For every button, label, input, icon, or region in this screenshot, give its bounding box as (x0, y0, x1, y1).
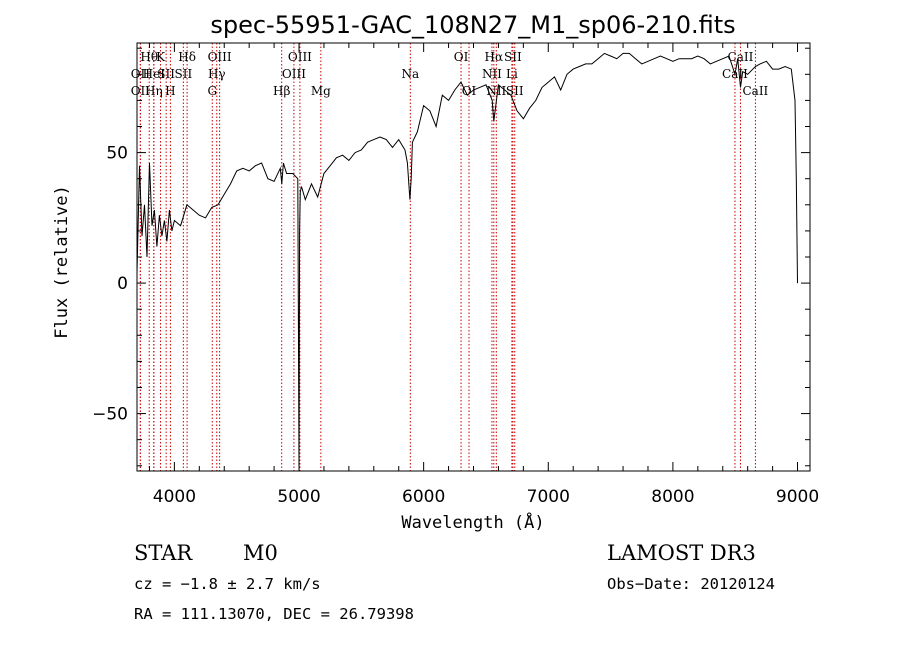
spectral-line-label: SII (506, 84, 524, 98)
spectral-line-label: CaII (742, 84, 768, 98)
observation-date: Obs−Date: 20120124 (607, 575, 775, 593)
chart-title: spec-55951-GAC_108N27_M1_sp06-210.fits (210, 11, 735, 39)
survey-name: LAMOST DR3 (607, 541, 756, 565)
x-tick-label: 7000 (527, 487, 570, 507)
spectral-line-label: SII (504, 50, 522, 64)
y-tick-label: 0 (117, 274, 128, 294)
spectral-line-label: Hδ (178, 50, 196, 64)
spectral-line-label: HeI (143, 67, 166, 81)
object-subclass: M0 (243, 541, 278, 565)
spectral-line-label: K (156, 50, 166, 64)
spectral-line-label: OII (131, 84, 151, 98)
spectral-line-label: NII (486, 84, 506, 98)
spectral-line-label: Hα (485, 50, 504, 64)
spectral-line-label: Hβ (273, 84, 290, 98)
spectral-line-label: CaII (722, 67, 748, 81)
spectral-line-label: G (207, 84, 217, 98)
spectral-line-label: OII (131, 67, 151, 81)
spectral-line-label: SII (157, 67, 175, 81)
x-tick-label: 5000 (277, 487, 320, 507)
object-class: STAR (134, 541, 193, 565)
x-tick-label: 8000 (651, 487, 694, 507)
spectral-line-label: OIII (208, 50, 232, 64)
spectral-line-label: SII (175, 67, 193, 81)
spectral-line-label: OI (454, 50, 469, 64)
redshift-velocity: cz = −1.8 ± 2.7 km/s (134, 575, 321, 593)
spectral-line-label: CaII (728, 50, 754, 64)
x-axis-label: Wavelength (Å) (401, 511, 544, 533)
spectral-line-label: OI (462, 84, 477, 98)
y-axis-label: Flux (relative) (52, 185, 72, 339)
x-tick-label: 4000 (153, 487, 196, 507)
y-tick-label: 50 (106, 144, 128, 164)
spectral-line-label: OIII (288, 50, 312, 64)
coordinates: RA = 111.13070, DEC = 26.79398 (134, 605, 414, 623)
plot-area: 4000 5000 6000 7000 8000 9000−50050HθOIIOIIHe… (92, 42, 819, 507)
spectral-line-label: Na (401, 67, 419, 81)
spectral-line-label: Li (506, 67, 518, 81)
spectral-line-label: Hη (145, 84, 163, 98)
spectral-line-label: Hθ (140, 50, 158, 64)
spectral-line-label: OIII (282, 67, 306, 81)
x-tick-label: 9000 (776, 487, 819, 507)
spectral-line-label: Mg (311, 84, 331, 98)
spectrum-series-line (136, 52, 798, 466)
y-tick-label: −50 (92, 405, 128, 425)
x-tick-label: 6000 (402, 487, 445, 507)
spectral-line-label: H (165, 84, 175, 98)
plot-frame (136, 42, 811, 472)
spectral-line-label: Hγ (208, 67, 226, 81)
spectral-line-label: NII (482, 67, 502, 81)
